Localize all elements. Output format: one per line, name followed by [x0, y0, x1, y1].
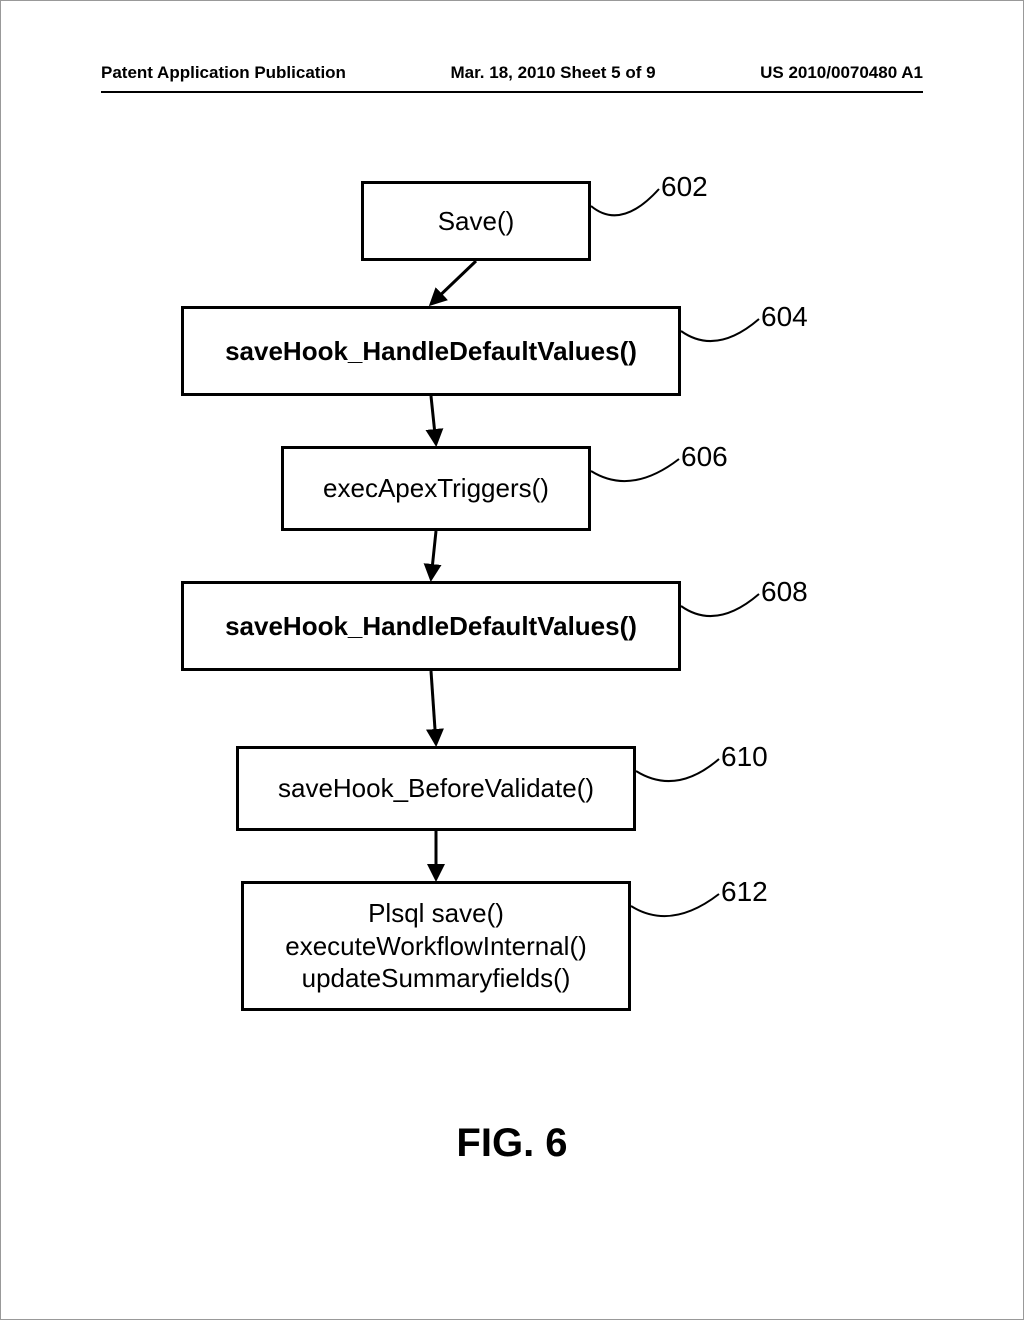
node-text: saveHook_HandleDefaultValues(): [225, 610, 637, 643]
ref-label-604: 604: [761, 301, 808, 333]
node-text: saveHook_BeforeValidate(): [278, 772, 594, 805]
flowchart-node-602: Save(): [361, 181, 591, 261]
flowchart-node-612: Plsql save()executeWorkflowInternal()upd…: [241, 881, 631, 1011]
node-text: Plsql save(): [368, 897, 504, 930]
ref-label-608: 608: [761, 576, 808, 608]
node-text: saveHook_HandleDefaultValues(): [225, 335, 637, 368]
node-text: execApexTriggers(): [323, 472, 549, 505]
node-text: executeWorkflowInternal(): [285, 930, 587, 963]
ref-label-602: 602: [661, 171, 708, 203]
flowchart-node-610: saveHook_BeforeValidate(): [236, 746, 636, 831]
node-text: Save(): [438, 205, 515, 238]
ref-label-606: 606: [681, 441, 728, 473]
ref-label-610: 610: [721, 741, 768, 773]
flowchart-node-606: execApexTriggers(): [281, 446, 591, 531]
flowchart-node-608: saveHook_HandleDefaultValues(): [181, 581, 681, 671]
figure-label: FIG. 6: [1, 1121, 1023, 1166]
ref-label-612: 612: [721, 876, 768, 908]
flowchart-node-604: saveHook_HandleDefaultValues(): [181, 306, 681, 396]
page: Patent Application Publication Mar. 18, …: [0, 0, 1024, 1320]
node-text: updateSummaryfields(): [302, 962, 571, 995]
